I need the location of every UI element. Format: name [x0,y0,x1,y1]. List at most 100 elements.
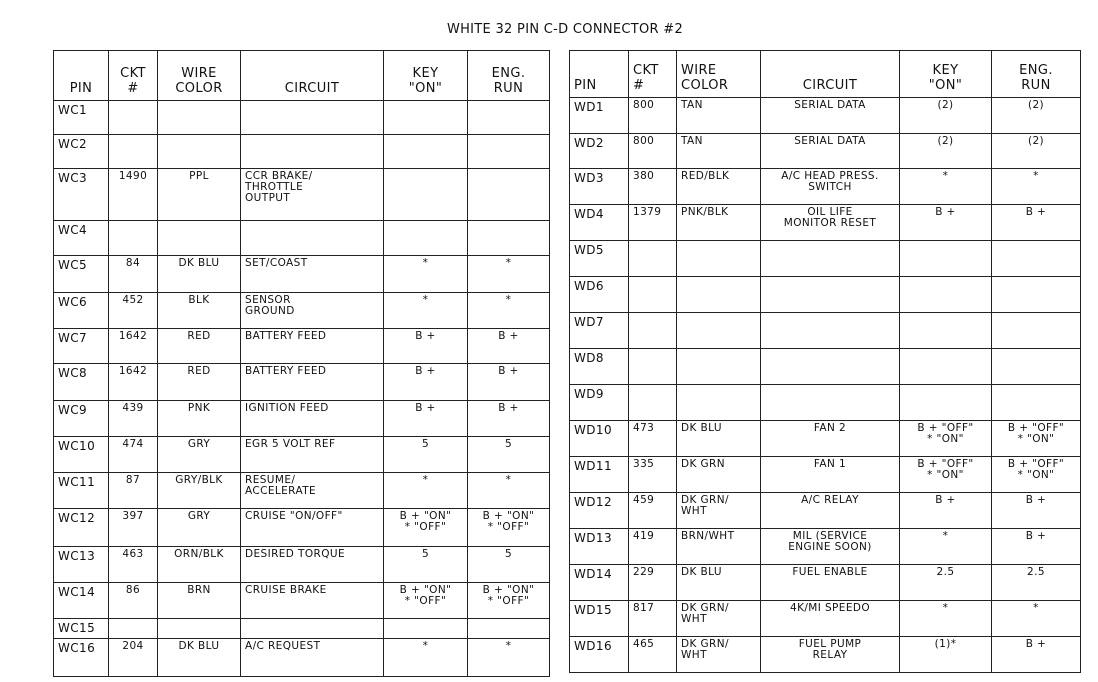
ckt-cell [628,348,677,385]
ckt-cell: 800 [628,133,677,169]
wire-color-cell [157,100,241,135]
pin-cell: WD14 [569,564,629,601]
eng-run-cell [991,384,1081,421]
eng-run-cell: * [467,255,550,293]
wire-color-cell [676,348,761,385]
key-on-cell [383,618,468,639]
key-on-cell: * [383,638,468,677]
table-row: WC9 439 PNK IGNITION FEED B + B + [53,400,550,437]
ckt-cell: 86 [108,582,158,619]
key-on-cell: * [899,528,992,565]
pin-cell: WC1 [53,100,109,135]
ckt-cell: 1490 [108,168,158,221]
ckt-cell [628,240,677,277]
ckt-cell: 817 [628,600,677,637]
ckt-cell [628,384,677,421]
circuit-cell: SERIAL DATA [760,97,900,134]
wire-color-cell: DK GRN [676,456,761,493]
wire-color-cell: BRN/WHT [676,528,761,565]
ckt-cell: 229 [628,564,677,601]
key-on-cell [383,220,468,256]
ckt-cell [628,312,677,349]
pin-cell: WC11 [53,472,109,509]
eng-run-cell: (2) [991,133,1081,169]
key-on-cell: * [899,600,992,637]
key-on-cell: B + [899,492,992,529]
ckt-cell: 473 [628,420,677,457]
table-row: WC11 87 GRY/BLK RESUME/ ACCELERATE * * [53,472,550,509]
table-row: WD8 [569,348,1081,385]
eng-run-cell [467,134,550,169]
pin-cell: WD10 [569,420,629,457]
pin-cell: WD1 [569,97,629,134]
circuit-cell: IGNITION FEED [240,400,384,437]
header-wire-color: WIRE COLOR [157,50,241,101]
ckt-cell [108,100,158,135]
eng-run-cell: B + "ON" * "OFF" [467,582,550,619]
table-row: WC16 204 DK BLU A/C REQUEST * * [53,638,550,677]
table-row: WD1 800 TAN SERIAL DATA (2) (2) [569,97,1081,134]
ckt-cell: 474 [108,436,158,473]
table-row: WC2 [53,134,550,169]
pin-cell: WC16 [53,638,109,677]
ckt-cell: 465 [628,636,677,673]
key-on-cell [899,348,992,385]
circuit-cell: 4K/MI SPEEDO [760,600,900,637]
key-on-cell [383,168,468,221]
eng-run-cell [467,618,550,639]
ckt-cell: 452 [108,292,158,329]
pin-cell: WD12 [569,492,629,529]
pin-cell: WD5 [569,240,629,277]
wire-color-cell: RED [157,363,241,401]
eng-run-cell: 5 [467,546,550,583]
table-header-row: PIN CKT # WIRE COLOR CIRCUIT KEY "ON" EN… [569,50,1081,98]
ckt-cell: 1642 [108,363,158,401]
key-on-cell: B + [899,204,992,241]
key-on-cell [899,240,992,277]
eng-run-cell [467,220,550,256]
key-on-cell: * [383,472,468,509]
eng-run-cell: B + [467,328,550,364]
table-row: WC3 1490 PPL CCR BRAKE/ THROTTLE OUTPUT [53,168,550,221]
pin-cell: WD7 [569,312,629,349]
eng-run-cell: * [467,638,550,677]
wire-color-cell: DK BLU [676,420,761,457]
eng-run-cell: 5 [467,436,550,473]
pin-cell: WD6 [569,276,629,313]
header-circuit: CIRCUIT [760,50,900,98]
table-header-row: PIN CKT # WIRE COLOR CIRCUIT KEY "ON" EN… [53,50,550,101]
pin-cell: WC7 [53,328,109,364]
circuit-cell [760,348,900,385]
circuit-cell: BATTERY FEED [240,363,384,401]
key-on-cell: 2.5 [899,564,992,601]
document-title: WHITE 32 PIN C-D CONNECTOR #2 [446,22,684,37]
table-row: WD3 380 RED/BLK A/C HEAD PRESS. SWITCH * * [569,168,1081,205]
ckt-cell: 419 [628,528,677,565]
eng-run-cell: B + "OFF" * "ON" [991,420,1081,457]
circuit-cell [240,100,384,135]
eng-run-cell [467,100,550,135]
eng-run-cell: * [467,472,550,509]
eng-run-cell: (2) [991,97,1081,134]
circuit-cell: CRUISE BRAKE [240,582,384,619]
pin-cell: WC15 [53,618,109,639]
pin-cell: WC10 [53,436,109,473]
ckt-cell: 84 [108,255,158,293]
ckt-cell: 397 [108,508,158,547]
circuit-cell: MIL (SERVICE ENGINE SOON) [760,528,900,565]
pin-cell: WC2 [53,134,109,169]
table-row: WC7 1642 RED BATTERY FEED B + B + [53,328,550,364]
pin-cell: WC13 [53,546,109,583]
pin-cell: WD8 [569,348,629,385]
wire-color-cell [157,618,241,639]
table-row: WC13 463 ORN/BLK DESIRED TORQUE 5 5 [53,546,550,583]
wire-color-cell: RED/BLK [676,168,761,205]
wire-color-cell [157,220,241,256]
eng-run-cell: * [991,600,1081,637]
table-row: WD6 [569,276,1081,313]
key-on-cell: B + "OFF" * "ON" [899,456,992,493]
key-on-cell: (2) [899,133,992,169]
ckt-cell [108,618,158,639]
eng-run-cell [467,168,550,221]
table-row: WD15 817 DK GRN/ WHT 4K/MI SPEEDO * * [569,600,1081,637]
